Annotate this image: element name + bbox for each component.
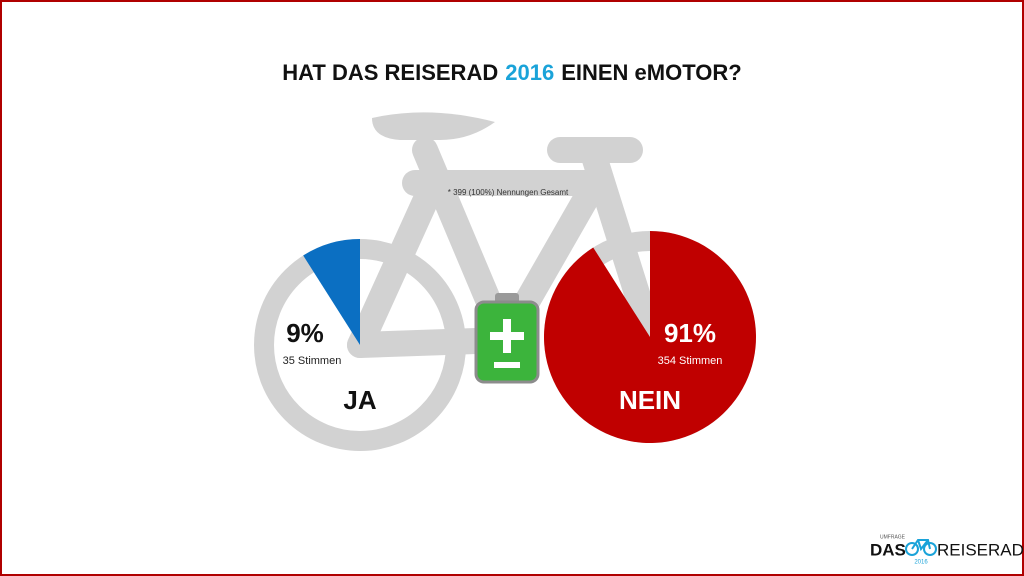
pie-slice: [544, 231, 757, 443]
chart-title: HAT DAS REISERAD 2016 EINEN eMOTOR?: [282, 60, 741, 85]
logo-kicker: UMFRAGE: [880, 534, 906, 540]
logo-right: REISERAD: [937, 540, 1024, 559]
battery-icon: [474, 293, 540, 384]
category-label: JA: [343, 385, 376, 415]
vote-label: 354 Stimmen: [658, 355, 723, 367]
category-label: NEIN: [619, 385, 681, 415]
title-year: 2016: [505, 60, 554, 85]
logo: UMFRAGE DAS REISERAD 2016: [870, 534, 1024, 565]
logo-left: DAS: [870, 540, 906, 559]
vote-label: 35 Stimmen: [283, 355, 342, 367]
pie-slice: [303, 239, 360, 345]
note: * 399 (100%) Nennungen Gesamt: [448, 188, 569, 197]
title-part: HAT DAS REISERAD: [282, 60, 498, 85]
logo-year: 2016: [914, 560, 928, 566]
value-label: 91%: [664, 318, 716, 348]
value-label: 9%: [286, 318, 324, 348]
saddle: [372, 112, 495, 140]
title-part: EINEN eMOTOR?: [561, 60, 742, 85]
